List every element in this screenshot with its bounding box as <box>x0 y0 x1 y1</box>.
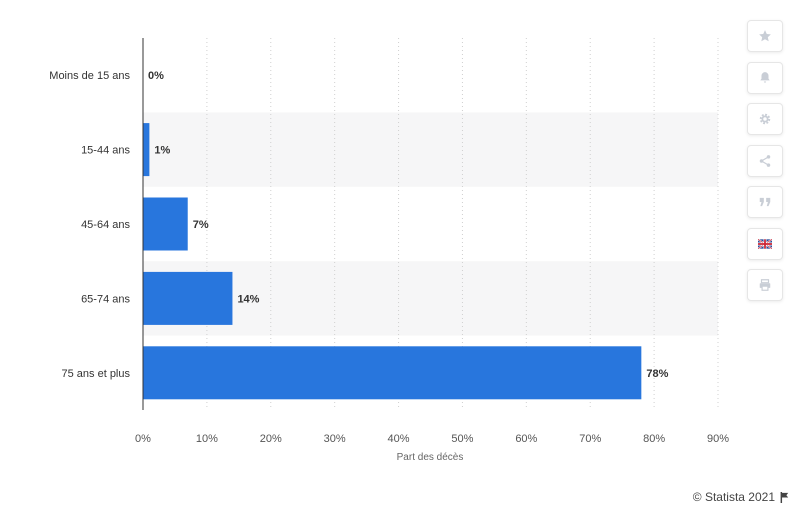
x-tick-label: 10% <box>196 433 218 445</box>
bar[interactable] <box>143 346 642 400</box>
data-label: 0% <box>148 70 164 82</box>
cite-button[interactable] <box>747 186 783 218</box>
category-label: Moins de 15 ans <box>49 70 130 82</box>
x-tick-label: 70% <box>579 433 601 445</box>
data-label: 14% <box>237 293 259 305</box>
x-tick-label: 50% <box>451 433 473 445</box>
share-icon <box>759 154 771 167</box>
x-tick-label: 30% <box>324 433 346 445</box>
print-icon <box>759 279 771 291</box>
credit-text: © Statista 2021 <box>692 490 775 504</box>
language-button[interactable] <box>747 227 783 260</box>
data-label: 1% <box>154 145 170 157</box>
category-label: 75 ans et plus <box>62 368 131 380</box>
row-band <box>143 112 718 187</box>
row-band <box>143 261 718 336</box>
quote-icon <box>759 197 771 207</box>
favorite-button[interactable] <box>747 20 783 52</box>
category-label: 45-64 ans <box>81 219 130 231</box>
x-axis-title: Part des décès <box>397 452 464 463</box>
bar[interactable] <box>143 123 150 177</box>
x-tick-label: 0% <box>135 433 151 445</box>
gear-icon <box>759 113 771 125</box>
flag-icon <box>780 491 789 503</box>
chart-toolbar <box>747 20 785 311</box>
bell-icon <box>760 71 770 83</box>
x-tick-label: 80% <box>643 433 665 445</box>
x-tick-label: 40% <box>388 433 410 445</box>
x-tick-label: 20% <box>260 433 282 445</box>
statista-credit[interactable]: © Statista 2021 <box>693 490 790 504</box>
x-tick-label: 90% <box>707 433 729 445</box>
data-label: 78% <box>646 368 668 380</box>
share-button[interactable] <box>747 144 783 177</box>
uk-flag-icon <box>758 238 772 249</box>
notification-button[interactable] <box>747 61 783 94</box>
x-tick-label: 60% <box>515 433 537 445</box>
settings-button[interactable] <box>747 103 783 135</box>
category-label: 65-74 ans <box>81 293 130 305</box>
data-label: 7% <box>193 219 209 231</box>
bar[interactable] <box>143 197 188 251</box>
category-label: 15-44 ans <box>81 145 130 157</box>
bar[interactable] <box>143 271 233 325</box>
print-button[interactable] <box>747 269 783 301</box>
star-icon <box>759 30 771 42</box>
